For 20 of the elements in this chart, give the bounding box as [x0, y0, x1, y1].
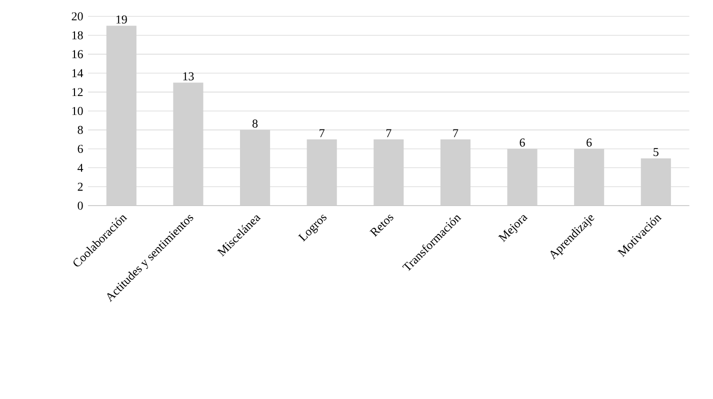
data-label: 6	[586, 138, 592, 147]
y-tick-label: 16	[72, 50, 83, 58]
y-tick-label: 14	[72, 69, 84, 78]
y-tick-label: 4	[78, 164, 84, 172]
data-label: 5	[654, 148, 658, 156]
y-tick-label: 0	[78, 202, 83, 210]
y-tick-label: 2	[78, 182, 83, 191]
y-tick-label: 6	[78, 144, 83, 153]
y-tick-label: 20	[72, 12, 83, 20]
data-label: 7	[453, 129, 458, 138]
data-label: 7	[320, 129, 324, 138]
data-label: 19	[116, 15, 127, 24]
y-tick-label: 10	[72, 106, 83, 116]
y-tick-label: 18	[72, 31, 83, 40]
y-tick-label: 12	[72, 88, 83, 96]
y-tick-label: 8	[78, 126, 83, 134]
data-label: 7	[386, 129, 392, 138]
data-label: 6	[520, 138, 525, 147]
data-label: 13	[183, 72, 194, 80]
data-label: 8	[252, 120, 258, 128]
